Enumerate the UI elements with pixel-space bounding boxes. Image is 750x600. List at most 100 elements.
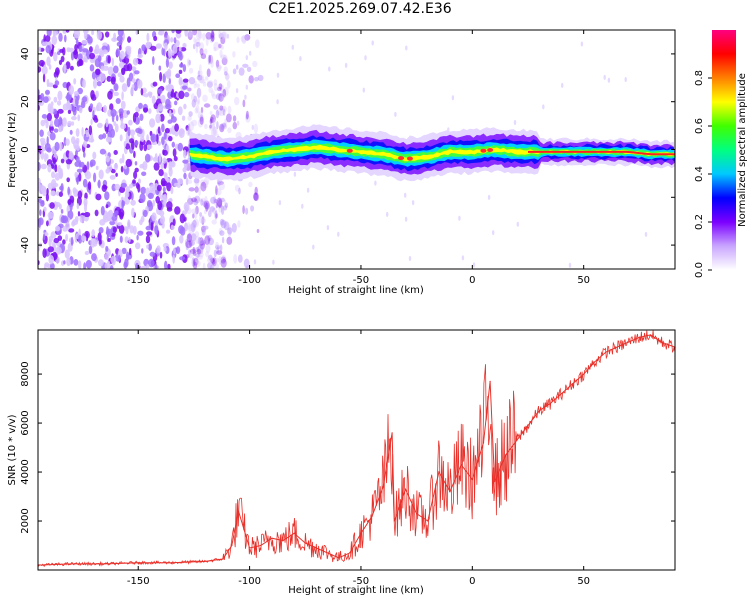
noise-speckle — [74, 216, 79, 222]
noise-speckle — [250, 205, 255, 212]
noise-speckle — [129, 225, 135, 234]
noise-speckle — [75, 150, 78, 156]
noise-speckle — [40, 151, 45, 160]
noise-speckle — [113, 150, 118, 155]
noise-speckle — [154, 225, 159, 235]
noise-speckle — [160, 215, 165, 225]
noise-speckle — [371, 40, 374, 46]
noise-speckle — [198, 236, 201, 245]
noise-speckle — [82, 79, 86, 89]
snr-frame — [37, 329, 676, 571]
y-tick-label: 20 — [20, 95, 31, 108]
noise-speckle — [101, 184, 108, 192]
noise-speckle — [220, 219, 227, 229]
noise-speckle — [60, 55, 65, 63]
noise-speckle — [192, 247, 196, 252]
noise-speckle — [168, 61, 173, 69]
noise-speckle — [186, 58, 190, 68]
snr-data-point — [649, 334, 652, 336]
noise-speckle — [124, 236, 129, 244]
noise-speckle — [146, 231, 153, 236]
noise-speckle — [164, 42, 168, 50]
noise-speckle — [97, 55, 102, 63]
colorbar-gradient — [712, 30, 736, 270]
noise-speckle — [62, 30, 67, 34]
noise-speckle — [105, 245, 109, 252]
noise-speckle — [91, 253, 97, 262]
noise-speckle — [153, 102, 159, 110]
noise-speckle — [175, 30, 182, 34]
noise-speckle — [237, 220, 241, 228]
noise-speckle — [157, 31, 163, 36]
noise-speckle — [88, 46, 93, 53]
noise-speckle — [53, 51, 58, 62]
noise-speckle — [110, 255, 117, 264]
noise-speckle — [200, 199, 204, 206]
noise-speckle — [40, 163, 47, 170]
noise-speckle — [210, 116, 214, 124]
noise-speckle — [154, 263, 158, 269]
snr-data-point — [338, 557, 340, 559]
noise-speckle — [193, 257, 199, 266]
snr-data-point — [605, 351, 607, 353]
noise-speckle — [168, 135, 173, 142]
noise-speckle — [90, 90, 95, 100]
noise-speckle — [73, 259, 79, 266]
noise-speckle — [178, 77, 183, 86]
noise-speckle — [84, 192, 88, 200]
noise-speckle — [222, 54, 228, 65]
noise-speckle — [118, 61, 125, 69]
noise-speckle — [60, 158, 65, 164]
noise-speckle — [254, 77, 259, 82]
noise-speckle — [193, 83, 197, 89]
noise-speckle — [97, 122, 103, 128]
noise-speckle — [118, 108, 124, 115]
noise-speckle — [234, 184, 240, 192]
noise-speckle — [210, 122, 215, 130]
noise-speckle — [118, 224, 125, 234]
noise-speckle — [98, 48, 103, 56]
noise-speckle — [207, 80, 214, 85]
noise-speckle — [88, 245, 93, 255]
noise-speckle — [231, 223, 237, 233]
y-tick-label: -40 — [20, 237, 31, 253]
noise-speckle — [82, 178, 88, 188]
noise-speckle — [133, 81, 138, 92]
snr-data-point — [204, 560, 206, 563]
noise-speckle — [186, 30, 192, 37]
noise-speckle — [205, 202, 210, 210]
noise-speckle — [161, 123, 165, 133]
noise-speckle — [110, 76, 116, 85]
noise-speckle — [82, 140, 88, 148]
noise-speckle — [62, 117, 67, 127]
noise-speckle — [46, 136, 49, 146]
noise-speckle — [211, 93, 217, 100]
noise-speckle — [580, 41, 584, 47]
noise-speckle — [67, 210, 74, 220]
noise-speckle — [216, 86, 222, 92]
noise-speckle — [177, 142, 183, 152]
noise-speckle — [192, 258, 196, 267]
noise-speckle — [204, 123, 208, 129]
noise-speckle — [57, 51, 61, 56]
noise-speckle — [121, 200, 126, 207]
snr-data-point — [282, 540, 284, 542]
noise-speckle — [186, 233, 193, 243]
noise-speckle — [125, 251, 130, 262]
noise-speckle — [68, 228, 75, 233]
noise-speckle — [150, 221, 154, 231]
noise-speckle — [105, 155, 111, 163]
noise-speckle — [119, 45, 122, 51]
noise-speckle — [187, 233, 191, 240]
noise-speckle — [213, 125, 217, 135]
noise-speckle — [152, 56, 155, 65]
noise-speckle — [218, 227, 223, 235]
noise-speckle — [210, 114, 216, 123]
noise-speckle — [165, 98, 171, 108]
noise-speckle — [216, 250, 223, 255]
noise-speckle — [194, 231, 200, 238]
noise-speckle — [107, 90, 113, 100]
noise-speckle — [197, 70, 201, 78]
noise-speckle — [216, 246, 220, 254]
noise-speckle — [216, 197, 223, 208]
